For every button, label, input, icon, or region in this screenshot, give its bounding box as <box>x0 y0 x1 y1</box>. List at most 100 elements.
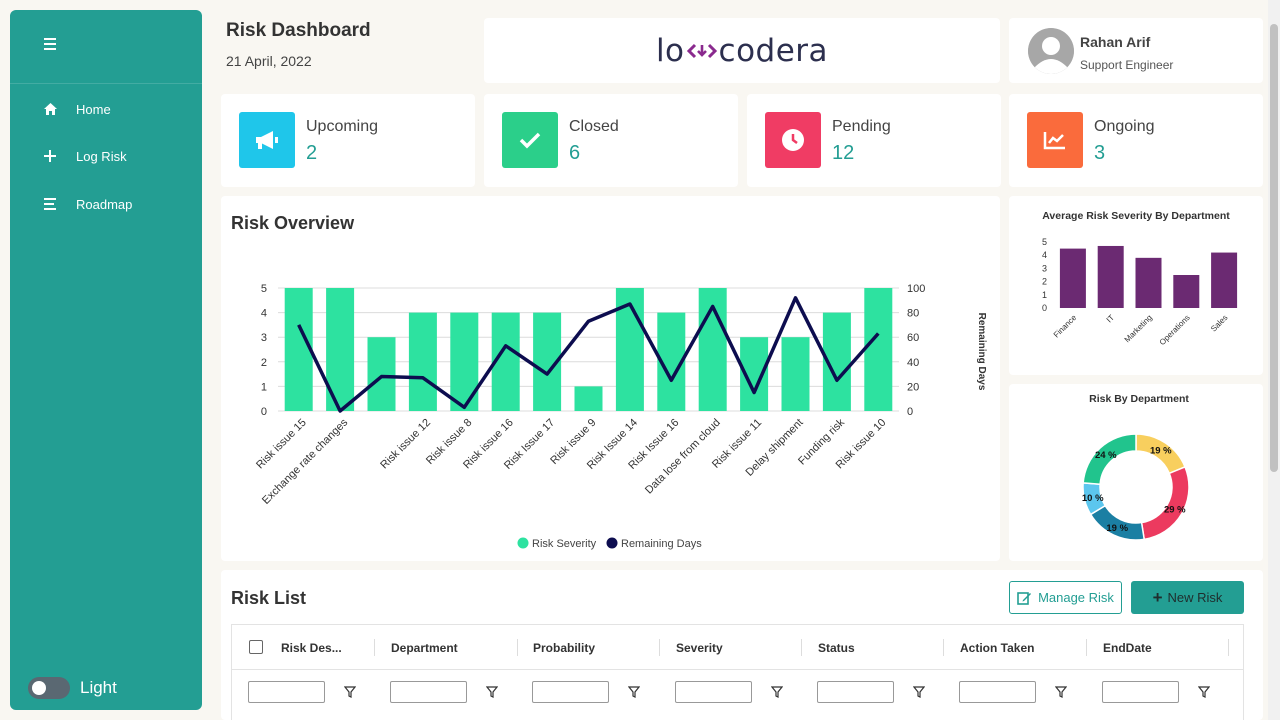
y-tick-label: 3 <box>1042 263 1047 273</box>
check-icon <box>502 112 558 168</box>
column-header[interactable]: Severity <box>676 640 723 655</box>
hamburger-menu-icon[interactable] <box>44 38 58 50</box>
bar[interactable] <box>1135 257 1162 308</box>
chart-line-icon <box>1027 112 1083 168</box>
home-icon <box>42 101 58 117</box>
risk-list-title: Risk List <box>231 588 307 608</box>
bar[interactable] <box>450 312 479 411</box>
filter-icon[interactable] <box>344 686 356 698</box>
avg-severity-chart: Average Risk Severity By Department 0 1 2 3 4… <box>1042 210 1238 347</box>
y2-tick-label: 80 <box>907 308 919 320</box>
risk-list-card: Risk List Manage Risk + New Risk Risk De… <box>221 570 1263 720</box>
y2-axis-label: Remaining Days <box>976 313 987 391</box>
risk-by-department-card: Risk By Department 19 % 29 % 19 % 10 % 24 % <box>1009 384 1263 561</box>
clock-icon <box>765 112 821 168</box>
sidebar-item-roadmap[interactable]: Roadmap <box>10 184 202 224</box>
risk-overview-chart: 0 1 2 3 4 5 0 20 40 60 80 100 Remaining Days Risk iss… <box>254 283 987 550</box>
legend-label: Risk Severity <box>532 538 597 550</box>
x-tick-label: Marketing <box>1123 313 1154 344</box>
y2-tick-label: 20 <box>907 381 919 393</box>
x-tick-label: Finance <box>1052 313 1079 340</box>
theme-switch[interactable] <box>28 677 70 699</box>
y-tick-label: 4 <box>1042 250 1047 260</box>
chart-title: Risk By Department <box>1089 393 1189 405</box>
y-tick-label: 3 <box>261 332 267 344</box>
x-tick-label: Exchange rate changes <box>260 416 351 507</box>
column-filter-input[interactable] <box>959 681 1036 703</box>
slice-label: 29 % <box>1164 504 1186 515</box>
bar[interactable] <box>864 288 893 411</box>
bar[interactable] <box>367 337 396 411</box>
donut-slice[interactable] <box>1082 433 1137 486</box>
stat-label: Pending <box>832 118 891 135</box>
select-all-checkbox[interactable] <box>249 640 263 654</box>
bar[interactable] <box>1173 275 1200 308</box>
x-tick-label: Operations <box>1158 313 1192 347</box>
stat-card-upcoming: Upcoming 2 <box>221 94 475 187</box>
column-filter-input[interactable] <box>675 681 752 703</box>
plus-icon <box>42 148 58 164</box>
manage-risk-label: Manage Risk <box>1038 590 1114 605</box>
risk-by-department-chart: Risk By Department 19 % 29 % 19 % 10 % 24 % <box>1082 393 1190 541</box>
donut-slice[interactable] <box>1140 465 1190 541</box>
column-filter-input[interactable] <box>248 681 325 703</box>
stat-card-pending: Pending 12 <box>747 94 1001 187</box>
column-header[interactable]: Status <box>818 640 855 655</box>
risk-overview-title: Risk Overview <box>231 213 355 233</box>
bar[interactable] <box>1059 248 1086 308</box>
y-tick-label: 1 <box>261 381 267 393</box>
bar[interactable] <box>1211 252 1238 308</box>
y-tick-label: 5 <box>1042 237 1047 247</box>
y-tick-label: 2 <box>261 357 267 369</box>
list-icon <box>42 196 58 212</box>
user-role: Support Engineer <box>1080 58 1174 72</box>
stat-label: Upcoming <box>306 118 379 135</box>
page-date: 21 April, 2022 <box>226 53 312 69</box>
lowcodera-logo: lo codera <box>656 33 828 69</box>
slice-label: 19 % <box>1150 446 1172 457</box>
sidebar-item-log-risk[interactable]: Log Risk <box>10 136 202 176</box>
y-tick-label: 5 <box>261 283 267 295</box>
page-title: Risk Dashboard <box>226 20 371 41</box>
column-header[interactable]: Probability <box>533 640 596 655</box>
column-header[interactable]: Risk Des... <box>281 640 342 655</box>
column-header[interactable]: Action Taken <box>960 640 1035 655</box>
filter-icon[interactable] <box>1198 686 1210 698</box>
column-filter-input[interactable] <box>390 681 467 703</box>
logo-card: lo codera <box>484 18 1000 83</box>
scrollbar-thumb[interactable] <box>1270 24 1278 472</box>
column-filter-input[interactable] <box>1102 681 1179 703</box>
x-tick-label: IT <box>1105 313 1116 324</box>
column-header[interactable]: Department <box>391 640 458 655</box>
y-tick-label: 0 <box>261 406 267 418</box>
bar[interactable] <box>781 337 810 411</box>
stat-value: 6 <box>569 142 581 164</box>
filter-icon[interactable] <box>486 686 498 698</box>
theme-label: Light <box>80 678 117 697</box>
page-scrollbar[interactable] <box>1268 0 1280 720</box>
stat-card-closed: Closed 6 <box>484 94 738 187</box>
filter-icon[interactable] <box>913 686 925 698</box>
new-risk-button[interactable]: + New Risk <box>1131 581 1244 614</box>
filter-icon[interactable] <box>771 686 783 698</box>
avatar[interactable] <box>1028 28 1074 74</box>
x-tick-label: Sales <box>1209 313 1230 334</box>
column-header[interactable]: EndDate <box>1103 640 1152 655</box>
column-filter-input[interactable] <box>817 681 894 703</box>
sidebar-item-home[interactable]: Home <box>10 89 202 129</box>
column-filter-input[interactable] <box>532 681 609 703</box>
filter-icon[interactable] <box>1055 686 1067 698</box>
manage-risk-button[interactable]: Manage Risk <box>1009 581 1122 614</box>
bar[interactable] <box>284 288 313 411</box>
risk-overview-card: Risk Overview 0 1 2 3 4 5 0 20 40 60 80 100 Remainin… <box>221 196 1000 561</box>
grid-header: Risk Des... Department Probability Sever… <box>232 625 1243 670</box>
y-tick-label: 4 <box>261 308 267 320</box>
legend-marker <box>606 537 618 549</box>
bar[interactable] <box>1097 245 1124 308</box>
sidebar-item-label: Home <box>76 101 111 117</box>
logo-mark-icon <box>686 43 717 58</box>
bar[interactable] <box>408 312 437 411</box>
bar[interactable] <box>574 386 603 411</box>
filter-icon[interactable] <box>628 686 640 698</box>
logo-text-right: codera <box>718 32 829 69</box>
